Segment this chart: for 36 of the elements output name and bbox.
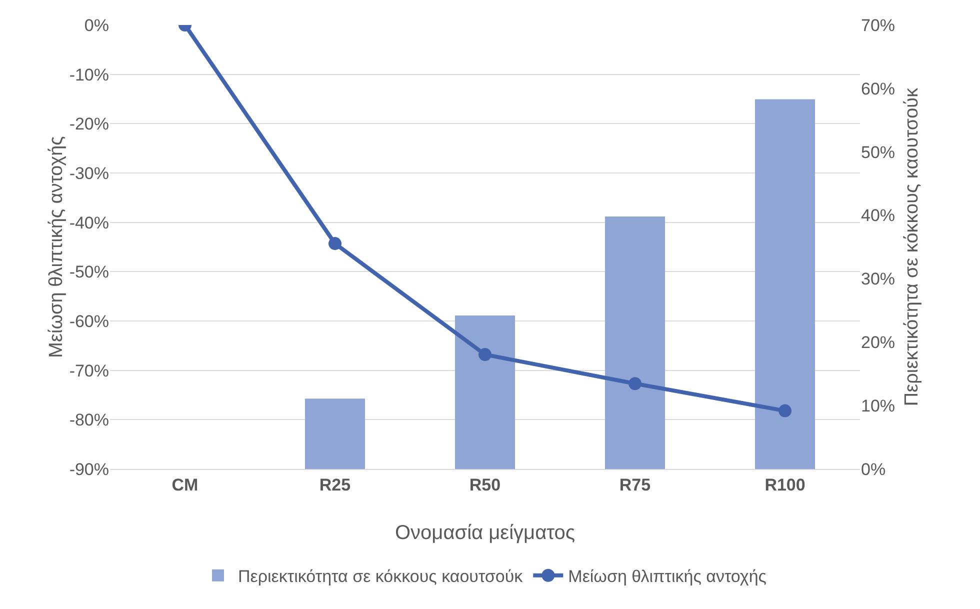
legend-label: Περιεκτικότητα σε κόκκους καουτσούκ [238,566,524,586]
x-tick-label: R25 [319,475,351,494]
y-tick-label: -80% [69,410,109,430]
y2-tick-label: 50% [861,142,896,162]
point [328,237,342,250]
y2-tick-label: 30% [861,270,896,289]
y-tick-label: -70% [69,361,109,380]
bar [455,316,515,469]
x-tick-label: R75 [619,475,651,494]
y-tick-label: -10% [69,65,109,84]
x-axis-title: Ονομασία μείγματος [394,522,576,544]
y-tick-label: -90% [69,460,109,479]
y2-tick-label: 60% [861,79,896,98]
y2-tick-label: 20% [861,333,896,352]
y-tick-label: -50% [69,262,109,282]
y2-tick-label: 10% [861,396,896,416]
y2-axis-title: Περιεκτικότητα σε κόκκους καουτσούκ [902,87,922,406]
bar [605,216,665,469]
x-tick-label: R100 [764,475,806,494]
point [478,348,492,362]
legend-label: Μείωση θλιπτικής αντοχής [568,566,767,586]
x-tick-label: R50 [469,475,501,494]
y2-tick-label: 0% [861,460,886,479]
y-tick-label: -30% [69,164,109,183]
y-axis-title: Μείωση θλιπτικής αντοχής [46,136,67,358]
point [628,377,642,390]
y-tick-label: -40% [69,213,109,232]
x-tick-label: CM [172,475,198,494]
y2-tick-label: 40% [861,206,896,226]
bar [305,398,365,469]
y-tick-label: 0% [84,16,109,35]
y2-tick-label: 70% [861,16,896,35]
y-tick-label: -20% [69,114,109,134]
bar [755,99,815,469]
y-tick-label: -60% [69,312,109,331]
point [778,404,792,418]
